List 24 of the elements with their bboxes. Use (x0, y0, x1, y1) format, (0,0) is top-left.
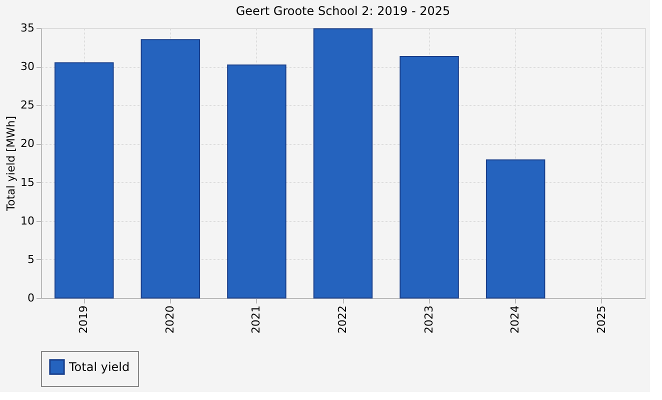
y-tick-label: 5 (28, 252, 34, 266)
legend-label: Total yield (68, 360, 130, 374)
chart-title: Geert Groote School 2: 2019 - 2025 (236, 4, 450, 18)
x-tick-label: 2025 (594, 306, 608, 334)
bar (400, 56, 459, 298)
y-tick-label: 35 (20, 22, 34, 34)
x-tick-label: 2024 (508, 306, 522, 334)
y-tick-label: 15 (20, 176, 34, 189)
x-tick-label: 2020 (163, 306, 176, 334)
x-tick-label: 2021 (250, 306, 263, 334)
y-tick-label: 10 (20, 214, 34, 228)
x-tick-label: 2019 (77, 306, 90, 334)
y-tick-label: 20 (20, 137, 34, 150)
y-tick-label: 25 (20, 98, 34, 112)
x-tick-label: 2023 (422, 306, 436, 334)
y-tick-label: 0 (28, 292, 34, 304)
y-axis-title: Total yield [MWh] (4, 116, 18, 212)
y-tick-label: 30 (20, 60, 34, 74)
bar (486, 159, 546, 298)
bar (54, 62, 114, 298)
bar (313, 28, 373, 298)
bar (140, 39, 200, 298)
x-tick-label: 2022 (336, 306, 349, 334)
bar (227, 64, 286, 298)
